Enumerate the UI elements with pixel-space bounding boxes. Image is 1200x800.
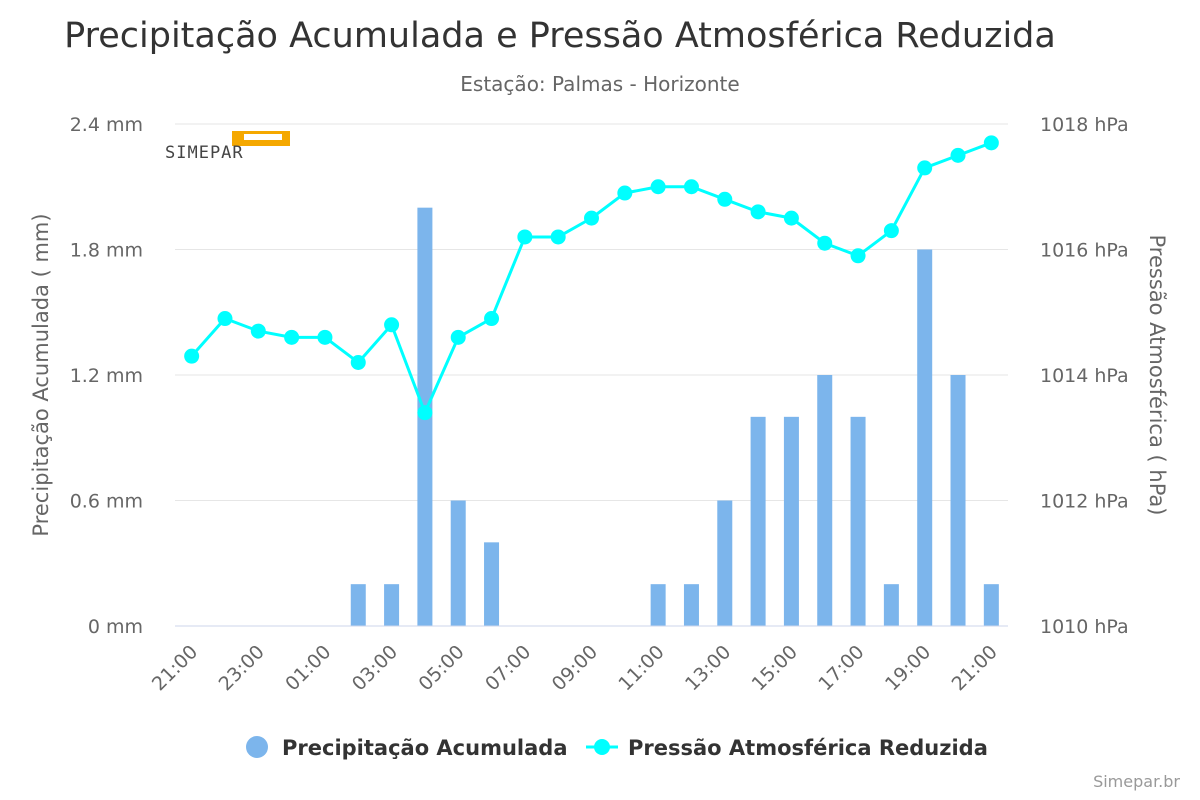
chart-subtitle: Estação: Palmas - Horizonte	[460, 72, 739, 96]
credit-link[interactable]: Simepar.br	[1093, 772, 1180, 791]
legend-item-pressure[interactable]: Pressão Atmosférica Reduzida	[586, 736, 988, 760]
precipitation-bar[interactable]	[717, 500, 733, 627]
y-left-tick-label: 0.6 mm	[70, 491, 143, 513]
pressure-point[interactable]	[617, 185, 633, 201]
pressure-point[interactable]	[650, 179, 666, 195]
pressure-point[interactable]	[484, 311, 500, 327]
precipitation-bar[interactable]	[783, 416, 799, 626]
precipitation-bar[interactable]	[750, 416, 766, 626]
precipitation-bars	[350, 207, 999, 627]
chart-title: Precipitação Acumulada e Pressão Atmosfé…	[64, 16, 1056, 56]
legend-label-precipitation: Precipitação Acumulada	[282, 736, 568, 760]
grid-lines	[175, 123, 1008, 501]
pressure-point[interactable]	[983, 135, 999, 151]
precipitation-bar[interactable]	[683, 584, 699, 626]
precipitation-bar[interactable]	[917, 249, 933, 627]
precipitation-bar[interactable]	[650, 584, 666, 626]
precipitation-bar[interactable]	[850, 416, 866, 626]
precipitation-bar[interactable]	[817, 375, 833, 626]
pressure-point[interactable]	[917, 160, 933, 176]
x-tick-label: 09:00	[548, 641, 602, 695]
x-tick-label: 15:00	[748, 641, 802, 695]
pressure-point[interactable]	[883, 223, 899, 239]
pressure-point[interactable]	[384, 317, 400, 333]
simepar-logo: SIMEPAR	[165, 131, 290, 163]
pressure-point[interactable]	[250, 323, 266, 339]
pressure-point[interactable]	[284, 329, 300, 345]
logo-text: SIMEPAR	[165, 143, 244, 163]
pressure-line	[184, 135, 999, 421]
x-tick-label: 07:00	[481, 641, 535, 695]
legend: Precipitação Acumulada Pressão Atmosféri…	[246, 736, 988, 760]
y-right-tick-label: 1012 hPa	[1040, 491, 1129, 513]
x-tick-label: 11:00	[614, 641, 668, 695]
y-right-ticks: 1010 hPa 1012 hPa 1014 hPa 1016 hPa 1018 hPa	[1040, 114, 1129, 638]
pressure-point[interactable]	[950, 147, 966, 163]
y-right-tick-label: 1010 hPa	[1040, 616, 1129, 638]
x-tick-label: 17:00	[814, 641, 868, 695]
pressure-point[interactable]	[717, 191, 733, 207]
precipitation-bar[interactable]	[950, 375, 966, 626]
legend-item-precipitation[interactable]: Precipitação Acumulada	[246, 736, 568, 760]
x-tick-label: 21:00	[948, 641, 1002, 695]
precipitation-bar[interactable]	[450, 500, 466, 627]
pressure-point[interactable]	[317, 329, 333, 345]
x-tick-label: 21:00	[148, 641, 202, 695]
logo-white-cut	[244, 134, 282, 140]
precipitation-bar[interactable]	[384, 584, 400, 626]
x-tick-label: 23:00	[215, 641, 269, 695]
pressure-point[interactable]	[217, 311, 233, 327]
y-left-ticks: 0 mm 0.6 mm 1.2 mm 1.8 mm 2.4 mm	[70, 114, 143, 638]
legend-line-marker	[594, 739, 610, 755]
y-right-tick-label: 1018 hPa	[1040, 114, 1129, 136]
precipitation-bar[interactable]	[983, 584, 999, 626]
y-right-axis-title: Pressão Atmosférica ( hPa)	[1145, 235, 1169, 516]
precipitation-bar[interactable]	[484, 542, 500, 626]
y-left-axis-title: Precipitação Acumulada ( mm)	[29, 213, 53, 536]
y-left-tick-label: 2.4 mm	[70, 114, 143, 136]
x-tick-label: 03:00	[348, 641, 402, 695]
pressure-point[interactable]	[817, 235, 833, 251]
pressure-point[interactable]	[584, 210, 599, 226]
legend-label-pressure: Pressão Atmosférica Reduzida	[628, 736, 988, 760]
y-right-tick-label: 1016 hPa	[1040, 240, 1129, 262]
pressure-point[interactable]	[350, 354, 366, 370]
pressure-point[interactable]	[850, 248, 866, 264]
pressure-point[interactable]	[783, 210, 799, 226]
legend-bar-swatch	[246, 736, 268, 758]
pressure-point[interactable]	[683, 179, 699, 195]
x-tick-label: 19:00	[881, 641, 935, 695]
pressure-point[interactable]	[450, 329, 466, 345]
pressure-point[interactable]	[550, 229, 566, 245]
x-tick-label: 13:00	[681, 641, 735, 695]
x-axis-ticks: 21:00 23:00 01:00 03:00 05:00 07:00 09:00 11:00…	[148, 641, 1002, 695]
pressure-point[interactable]	[184, 348, 200, 364]
y-left-tick-label: 1.2 mm	[70, 365, 143, 387]
y-right-tick-label: 1014 hPa	[1040, 365, 1129, 387]
pressure-point[interactable]	[417, 405, 433, 421]
y-left-tick-label: 0 mm	[88, 616, 143, 638]
pressure-point[interactable]	[517, 229, 533, 245]
precipitation-bar[interactable]	[350, 584, 366, 626]
x-tick-label: 05:00	[414, 641, 468, 695]
precipitation-bar[interactable]	[883, 584, 899, 626]
x-tick-label: 01:00	[281, 641, 335, 695]
pressure-point[interactable]	[750, 204, 766, 220]
y-left-tick-label: 1.8 mm	[70, 240, 143, 262]
pressure-line-path	[190, 141, 992, 415]
